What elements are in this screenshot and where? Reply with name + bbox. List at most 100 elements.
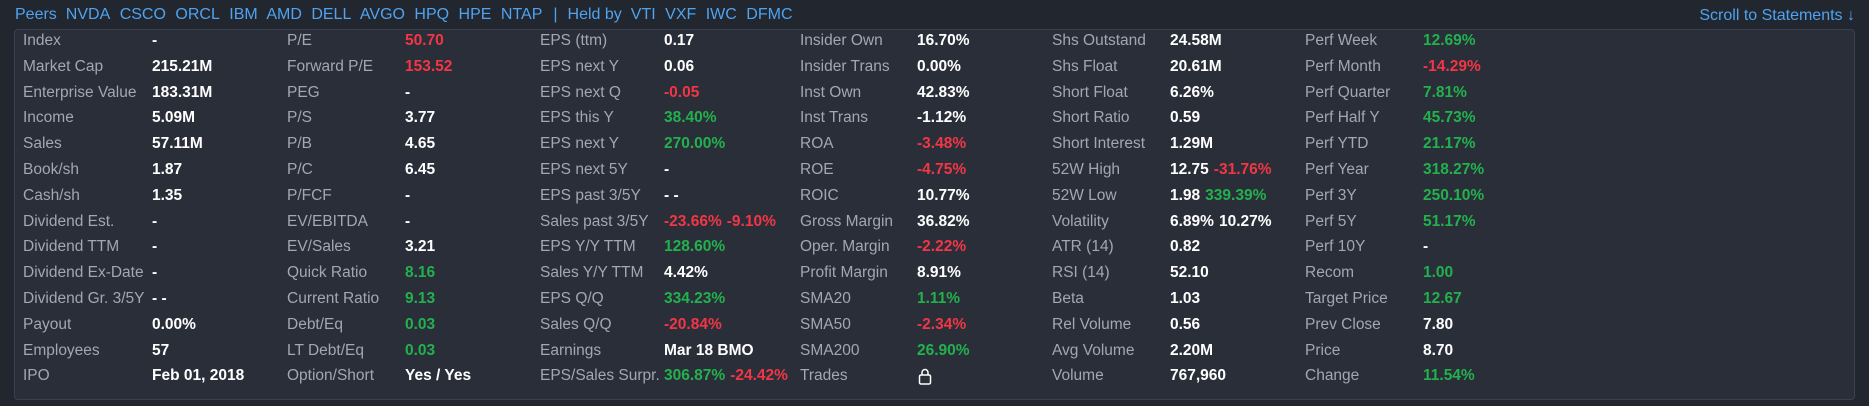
metric-label: Dividend TTM <box>23 238 120 256</box>
metric-value: 3.21 <box>405 238 436 256</box>
metric-value: -14.29% <box>1423 57 1481 75</box>
metric-label: Change <box>1305 367 1360 385</box>
metric-label: Price <box>1305 341 1341 359</box>
peers-label: Peers <box>15 6 57 23</box>
metric-label: Dividend Gr. 3/5Y <box>23 290 145 307</box>
metric-value: - <box>152 264 158 282</box>
holder-ticker-link[interactable]: VTI <box>630 6 656 23</box>
metric-label: ROA <box>800 135 834 153</box>
metric-label: Insider Trans <box>800 57 890 75</box>
metric-value: 1.03 <box>1170 290 1201 307</box>
metric-value: 3.77 <box>405 109 436 127</box>
metric-label: Avg Volume <box>1052 341 1135 359</box>
metric-value: 318.27% <box>1423 161 1485 178</box>
holder-ticker-link[interactable]: IWC <box>705 6 737 23</box>
metric-label: Perf 3Y <box>1305 186 1357 204</box>
metric-label: P/S <box>287 109 312 127</box>
metric-label: P/E <box>287 32 312 49</box>
metric-value: 45.73% <box>1423 109 1476 127</box>
metric-value: 6.89% 10.27% <box>1170 209 1272 235</box>
lock-icon[interactable] <box>917 367 933 386</box>
peers-list: NVDA CSCO ORCL IBM AMD DELL AVGO HPQ HPE… <box>66 6 548 24</box>
peer-ticker-link[interactable]: CSCO <box>119 6 166 23</box>
metric-value: 153.52 <box>405 57 453 75</box>
metric-value-secondary: 10.27% <box>1218 212 1272 230</box>
metric-value-secondary: -9.10% <box>726 212 776 230</box>
metric-label: Sales past 3/5Y <box>540 212 649 230</box>
metric-label: 52W High <box>1052 161 1121 178</box>
metric-value: 215.21M <box>152 57 213 75</box>
fundamentals-table: Index - P/E 50.70 EPS (ttm) 0.17 Insider Own 16… <box>14 29 1855 400</box>
metric-label: SMA200 <box>800 341 860 359</box>
metric-label: Perf YTD <box>1305 135 1369 153</box>
metric-label: EPS next Y <box>540 135 619 153</box>
table-row: Dividend Gr. 3/5Y - - Current Ratio 9.13 EPS… <box>15 286 1854 312</box>
metric-value-secondary: 339.39% <box>1205 186 1267 204</box>
peer-ticker-link[interactable]: IBM <box>229 6 258 23</box>
metric-label: Employees <box>23 341 100 359</box>
metric-label: Dividend Est. <box>23 212 115 230</box>
metric-label: Short Float <box>1052 83 1128 101</box>
metric-label: Volume <box>1052 367 1104 385</box>
metric-label: Perf Quarter <box>1305 83 1391 101</box>
metric-label: ROIC <box>800 186 839 204</box>
metric-value: - <box>664 161 670 178</box>
holder-ticker-link[interactable]: VXF <box>665 6 697 23</box>
metric-value: 12.69% <box>1423 32 1476 49</box>
header-separator: | <box>553 6 558 23</box>
metric-value-primary: 12.75 <box>1170 161 1209 178</box>
metric-value-primary: -23.66% <box>664 212 722 230</box>
metric-value: -4.75% <box>917 161 967 178</box>
metric-value: 4.42% <box>664 264 708 282</box>
metric-value: - <box>405 83 411 101</box>
metric-value: - <box>152 238 158 256</box>
metric-value: 334.23% <box>664 290 726 307</box>
metric-label: EPS next 5Y <box>540 161 628 178</box>
table-row: Payout 0.00% Debt/Eq 0.03 Sales Q/Q -20.84% SM… <box>15 312 1854 338</box>
peer-ticker-link[interactable]: ORCL <box>175 6 220 23</box>
metric-label: Rel Volume <box>1052 315 1132 333</box>
metric-label: Profit Margin <box>800 264 888 282</box>
metric-value: 24.58M <box>1170 32 1222 49</box>
metric-label: SMA20 <box>800 290 851 307</box>
metric-label: ROE <box>800 161 834 178</box>
metric-value: -3.48% <box>917 135 967 153</box>
metric-value-secondary: -24.42% <box>730 367 788 385</box>
peer-ticker-link[interactable]: NTAP <box>500 6 543 23</box>
metric-value: 2.20M <box>1170 341 1214 359</box>
metric-label: Perf 10Y <box>1305 238 1366 256</box>
peer-ticker-link[interactable]: DELL <box>311 6 352 23</box>
metric-label: Earnings <box>540 341 602 359</box>
metric-value: 4.65 <box>405 135 436 153</box>
metric-value: - <box>152 212 158 230</box>
metric-value: 36.82% <box>917 212 970 230</box>
peer-ticker-link[interactable]: HPE <box>458 6 492 23</box>
peer-ticker-link[interactable]: AMD <box>266 6 302 23</box>
scroll-to-statements-link[interactable]: Scroll to Statements ↓ <box>1699 7 1855 24</box>
metric-label: EPS past 3/5Y <box>540 186 641 204</box>
metric-value: 8.70 <box>1423 341 1454 359</box>
metric-label: RSI (14) <box>1052 264 1110 282</box>
metric-value: - <box>1423 238 1429 256</box>
metric-label: IPO <box>23 367 50 385</box>
metric-label: PEG <box>287 83 320 101</box>
peer-ticker-link[interactable]: HPQ <box>414 6 450 23</box>
metric-label: Inst Own <box>800 83 862 101</box>
metric-value: -0.05 <box>664 83 700 101</box>
metric-label: Dividend Ex-Date <box>23 264 144 282</box>
peer-ticker-link[interactable]: AVGO <box>359 6 405 23</box>
holder-ticker-link[interactable]: DFMC <box>746 6 793 23</box>
metric-value: 0.82 <box>1170 238 1201 256</box>
metric-value: 0.03 <box>405 315 436 333</box>
metric-value: - - <box>664 186 679 204</box>
metric-value: 250.10% <box>1423 186 1485 204</box>
peer-ticker-link[interactable]: NVDA <box>65 6 111 23</box>
metric-value: 306.87% -24.42% <box>664 363 788 389</box>
metric-value: 7.81% <box>1423 83 1467 101</box>
metric-value: - - <box>152 290 167 307</box>
metric-label: Perf Week <box>1305 32 1378 49</box>
metric-label: Inst Trans <box>800 109 869 127</box>
metric-value: 1.87 <box>152 161 183 178</box>
metric-value: 10.77% <box>917 186 970 204</box>
metric-value: 42.83% <box>917 83 970 101</box>
